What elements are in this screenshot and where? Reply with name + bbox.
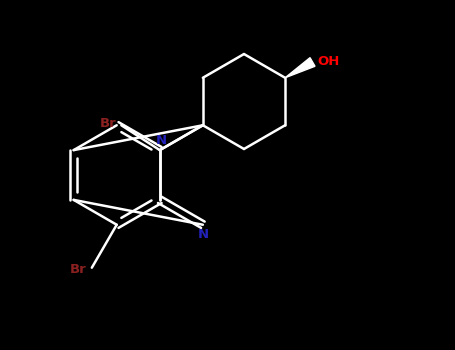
Text: N: N xyxy=(197,228,208,241)
Text: N: N xyxy=(156,134,167,147)
Text: OH: OH xyxy=(317,55,339,68)
Text: Br: Br xyxy=(99,117,116,131)
Polygon shape xyxy=(285,58,315,78)
Text: Br: Br xyxy=(70,262,86,275)
